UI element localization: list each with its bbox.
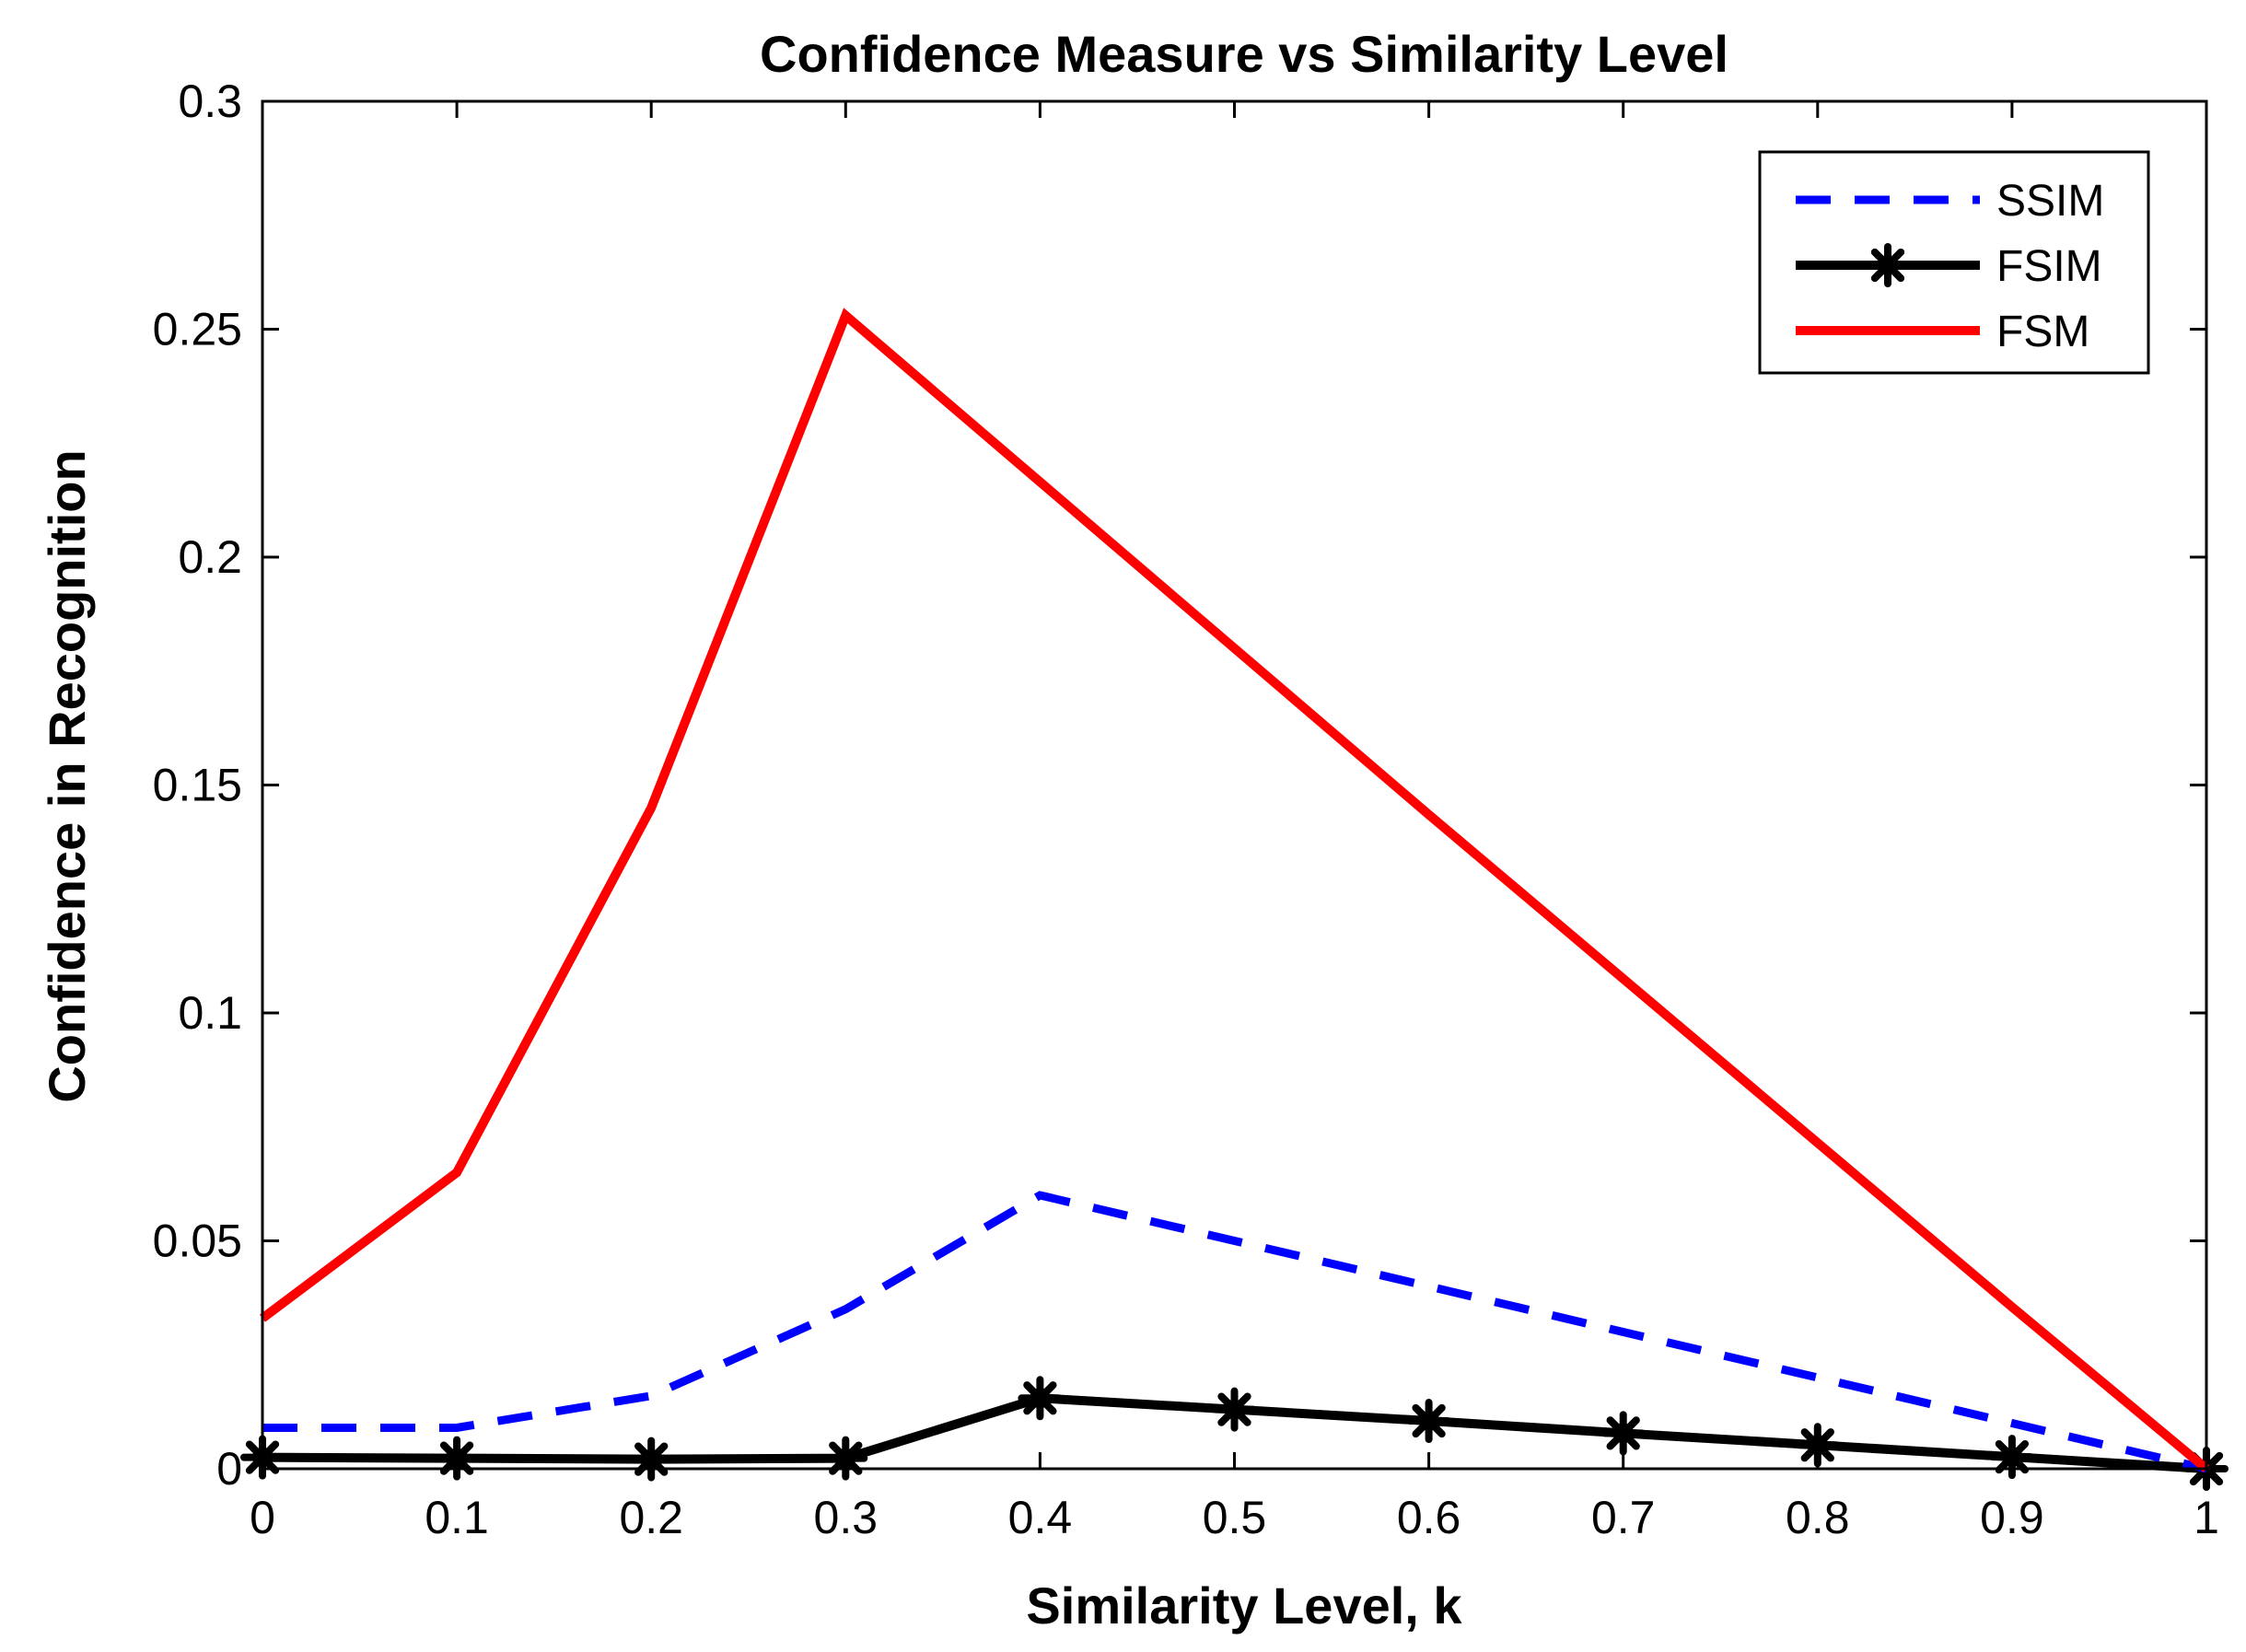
data-point-fsm bbox=[456, 1171, 458, 1173]
y-tick-label: 0.2 bbox=[178, 531, 242, 583]
data-point-fsm bbox=[1817, 1142, 1819, 1144]
data-point-ssim bbox=[844, 1309, 846, 1310]
legend-marker-fsim bbox=[1866, 243, 1910, 287]
data-point-fsim-arm bbox=[439, 1441, 474, 1475]
y-tick-label: 0.25 bbox=[153, 304, 242, 355]
data-point-fsim bbox=[1406, 1399, 1451, 1444]
data-point-fsim-arm bbox=[1800, 1428, 1834, 1462]
data-point-fsm bbox=[1623, 978, 1624, 980]
x-tick-label: 1 bbox=[2194, 1492, 2219, 1543]
data-point-fsm bbox=[1428, 814, 1430, 816]
data-point-fsim bbox=[1600, 1411, 1646, 1456]
legend-label-fsim: FSIM bbox=[1996, 242, 2102, 291]
series-line-ssim bbox=[262, 1191, 2208, 1473]
data-point-ssim bbox=[1623, 1332, 1624, 1333]
x-tick-label: 0.4 bbox=[1008, 1492, 1073, 1543]
data-point-fsim bbox=[435, 1436, 480, 1481]
x-tick-label: 0.8 bbox=[1786, 1492, 1850, 1543]
data-point-fsm bbox=[1039, 481, 1041, 483]
data-point-fsim bbox=[823, 1436, 868, 1481]
x-tick-label: 0.5 bbox=[1203, 1492, 1267, 1543]
y-ticks: 0 0.05 0.1 0.15 0.2 0.25 0.3 bbox=[153, 76, 2206, 1495]
legend-items: SSIM FSIM FSM bbox=[1796, 177, 2104, 356]
x-tick-label: 0.7 bbox=[1591, 1492, 1656, 1543]
x-tick-label: 0.9 bbox=[1980, 1492, 2044, 1543]
data-point-ssim bbox=[456, 1426, 458, 1428]
data-point-fsm bbox=[2011, 1306, 2013, 1308]
legend: SSIM FSIM FSM bbox=[1758, 150, 2150, 375]
y-tick-label: 0.05 bbox=[153, 1216, 242, 1267]
data-point-ssim bbox=[1039, 1194, 1041, 1196]
data-point-ssim bbox=[650, 1395, 652, 1397]
y-tick-label: 0 bbox=[216, 1443, 242, 1495]
data-point-ssim bbox=[1428, 1286, 1430, 1287]
series-line-fsm bbox=[259, 308, 2210, 1472]
plot-lines bbox=[240, 308, 2229, 1491]
y-axis-label: Confidence in Recognition bbox=[38, 449, 96, 1102]
data-point-fsm bbox=[1234, 647, 1236, 649]
data-point-ssim bbox=[1234, 1240, 1236, 1242]
chart-title: Confidence Measure vs Similarity Level bbox=[760, 25, 1728, 83]
data-point-fsim-arm bbox=[1995, 1439, 2030, 1474]
data-point-fsim bbox=[1795, 1423, 1840, 1468]
data-point-fsim-arm bbox=[1217, 1392, 1251, 1426]
x-tick-label: 0.2 bbox=[619, 1492, 683, 1543]
data-point-fsim-arm bbox=[829, 1441, 863, 1475]
x-axis-label: Similarity Level, k bbox=[1026, 1576, 1462, 1635]
x-tick-label: 0 bbox=[250, 1492, 275, 1543]
data-point-fsim-arm bbox=[1412, 1403, 1446, 1438]
data-point-fsm bbox=[650, 807, 652, 809]
data-point-fsm bbox=[844, 315, 846, 317]
y-tick-label: 0.1 bbox=[178, 987, 242, 1039]
x-tick-label: 0.1 bbox=[425, 1492, 489, 1543]
x-tick-label: 0.6 bbox=[1397, 1492, 1461, 1543]
data-point-ssim bbox=[1817, 1377, 1819, 1379]
legend-label-ssim: SSIM bbox=[1996, 177, 2104, 226]
data-point-fsim-arm bbox=[1606, 1416, 1640, 1450]
legend-label-fsm: FSM bbox=[1996, 308, 2089, 356]
data-point-fsim bbox=[629, 1437, 674, 1482]
y-tick-label: 0.15 bbox=[153, 760, 242, 811]
legend-marker-fsim-arm bbox=[1870, 248, 1905, 283]
plot-frame bbox=[261, 99, 2208, 1471]
x-ticks: 0 0.1 0.2 0.3 0.4 0.5 0.6 0.7 0.8 0.9 1 bbox=[250, 101, 2219, 1543]
data-point-ssim bbox=[2011, 1423, 2013, 1425]
y-tick-label: 0.3 bbox=[178, 76, 242, 127]
data-point-fsim-arm bbox=[1023, 1381, 1057, 1415]
data-point-fsim bbox=[1212, 1387, 1257, 1432]
data-point-fsim bbox=[1018, 1376, 1063, 1421]
x-tick-label: 0.3 bbox=[814, 1492, 879, 1543]
